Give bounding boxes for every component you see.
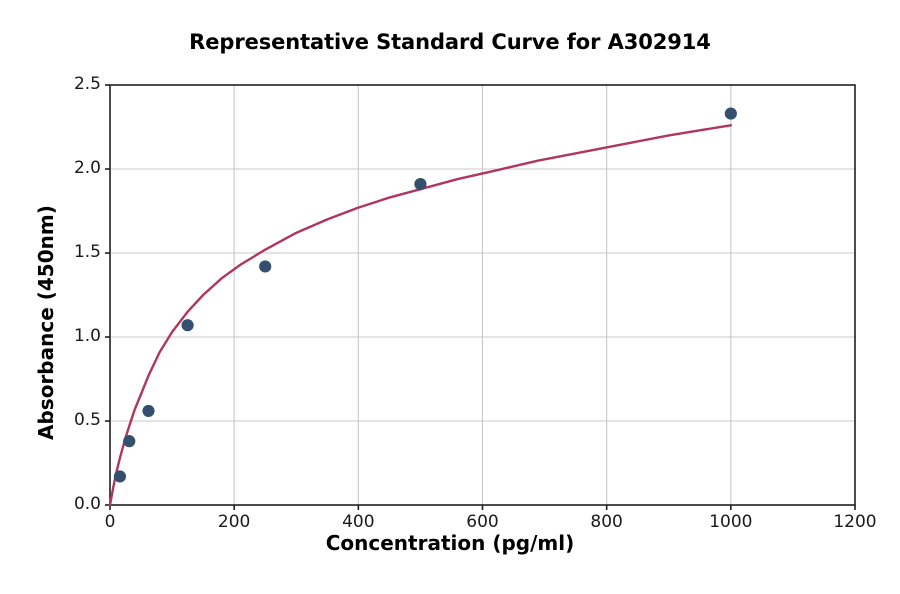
x-axis-label: Concentration (pg/ml) xyxy=(325,531,575,555)
y-tick-label: 1.5 xyxy=(73,242,101,262)
gridlines xyxy=(110,84,855,505)
x-tick-label: 1200 xyxy=(833,512,877,532)
x-tick-label: 800 xyxy=(590,512,623,532)
x-tick-label: 200 xyxy=(217,512,251,532)
axis-tickmarks xyxy=(105,84,856,510)
data-point xyxy=(724,107,737,120)
data-point xyxy=(181,319,194,332)
data-point xyxy=(142,404,155,418)
data-point xyxy=(259,260,272,273)
y-tick-label: 2.5 xyxy=(73,74,101,94)
y-tick-label: 0.0 xyxy=(73,494,101,514)
data-point xyxy=(113,470,127,483)
x-tick-label: 600 xyxy=(466,512,499,532)
y-tick-label: 1.0 xyxy=(73,326,101,346)
y-tick-label: 0.5 xyxy=(73,410,101,430)
x-tick-label: 0 xyxy=(104,512,116,532)
y-tick-label: 2.0 xyxy=(73,158,101,178)
x-tick-label: 1000 xyxy=(709,512,753,532)
chart-title: Representative Standard Curve for A30291… xyxy=(189,30,711,54)
fitted-curve xyxy=(108,124,733,507)
data-point xyxy=(414,178,427,191)
curve-path xyxy=(108,124,733,507)
data-points xyxy=(113,107,737,483)
x-tick-label: 400 xyxy=(342,512,375,532)
data-point xyxy=(123,435,136,448)
